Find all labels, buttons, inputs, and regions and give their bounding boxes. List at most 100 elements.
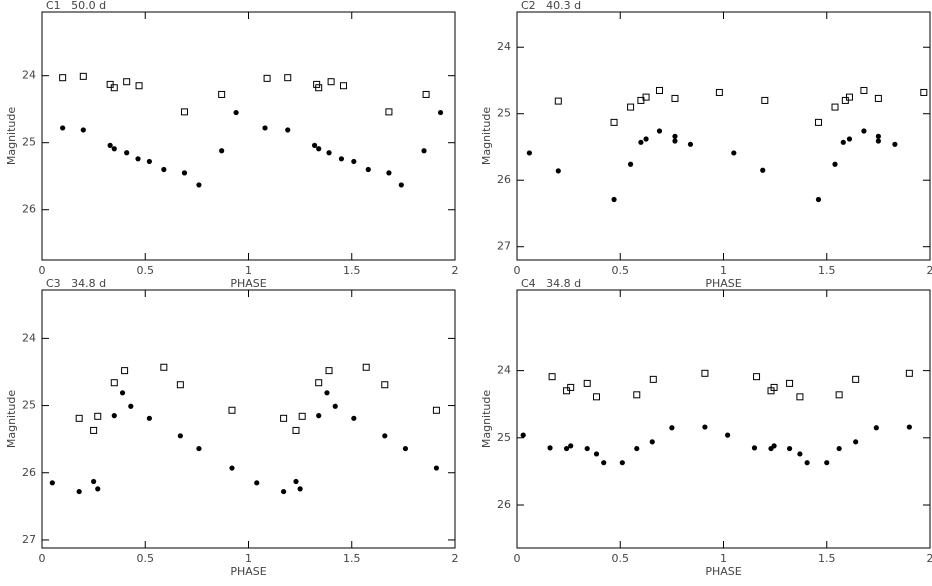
circle-point xyxy=(731,150,737,156)
circle-point xyxy=(146,415,152,421)
circle-point xyxy=(593,451,600,457)
square-point xyxy=(228,406,236,414)
circle-point xyxy=(386,170,392,176)
x-tick-label: 1.5 xyxy=(343,264,361,277)
y-tick-label: 27 xyxy=(497,240,511,253)
square-point xyxy=(835,391,843,399)
y-tick-label: 24 xyxy=(22,69,36,82)
x-tick-label: 2 xyxy=(927,264,932,277)
panel-title: C4 34.8 d xyxy=(521,277,581,290)
circle-point xyxy=(229,465,235,471)
square-point xyxy=(298,412,306,420)
circle-point xyxy=(804,460,810,466)
circle-point xyxy=(875,138,881,144)
circle-point xyxy=(161,166,167,173)
circle-point xyxy=(760,167,766,173)
x-axis-label: PHASE xyxy=(705,277,741,290)
circle-point xyxy=(786,445,793,452)
circle-point xyxy=(351,415,357,421)
panel-title: C2 40.3 d xyxy=(521,0,581,12)
y-tick-label: 27 xyxy=(22,533,36,546)
circle-point xyxy=(702,424,708,430)
square-point xyxy=(633,391,641,399)
square-point xyxy=(905,369,913,377)
circle-point xyxy=(233,109,239,116)
x-tick-label: 0 xyxy=(39,552,46,565)
y-tick-label: 25 xyxy=(497,431,511,444)
square-point xyxy=(753,373,761,381)
circle-point xyxy=(398,182,404,188)
x-tick-label: 2 xyxy=(927,552,932,565)
x-tick-label: 1 xyxy=(245,264,252,277)
circle-point xyxy=(181,170,188,176)
circle-point xyxy=(619,460,625,466)
square-point xyxy=(671,94,679,102)
square-point xyxy=(110,84,118,92)
square-point xyxy=(180,108,188,116)
circle-point xyxy=(433,465,440,471)
y-tick-label: 26 xyxy=(497,173,511,186)
panel: C4 34.8 d 0 0.5 1 1.5 2 24 25 26 PHASE Magnitude xyxy=(480,277,932,578)
circle-point xyxy=(311,142,318,148)
square-point xyxy=(796,393,804,401)
circle-point xyxy=(421,148,427,154)
square-point xyxy=(649,375,657,383)
circle-point xyxy=(649,439,655,445)
circle-point xyxy=(316,413,322,419)
y-tick-label: 24 xyxy=(497,40,511,53)
circle-point xyxy=(111,413,117,419)
panel-title: C3 34.8 d xyxy=(46,277,106,290)
circle-point xyxy=(797,451,803,457)
plot-frame xyxy=(41,11,456,261)
x-tick-label: 0.5 xyxy=(137,552,155,565)
square-point xyxy=(327,78,335,86)
square-point xyxy=(701,369,709,377)
square-point xyxy=(90,426,98,434)
square-point xyxy=(315,379,323,387)
square-point xyxy=(548,373,556,381)
square-point xyxy=(627,103,635,111)
circle-point xyxy=(836,445,842,452)
square-point xyxy=(761,96,769,104)
square-point xyxy=(432,406,440,414)
circle-point xyxy=(853,439,859,445)
square-point xyxy=(852,375,860,383)
circle-point xyxy=(815,196,822,203)
plot-frame xyxy=(516,289,931,549)
circle-point xyxy=(297,486,303,492)
circle-point xyxy=(771,443,777,449)
circle-point xyxy=(119,390,126,396)
y-tick-label: 24 xyxy=(22,331,36,344)
x-tick-label: 0 xyxy=(39,264,46,277)
x-tick-label: 0.5 xyxy=(137,264,155,277)
circle-point xyxy=(832,161,838,167)
square-point xyxy=(845,93,853,101)
y-tick-label: 26 xyxy=(22,466,36,479)
circle-point xyxy=(332,403,338,409)
square-point xyxy=(325,367,333,375)
circle-point xyxy=(437,109,444,116)
square-point xyxy=(110,379,118,387)
circle-point xyxy=(611,196,617,203)
y-tick-label: 26 xyxy=(22,203,36,216)
circle-point xyxy=(840,139,846,145)
x-tick-label: 0.5 xyxy=(612,552,630,565)
circle-point xyxy=(563,445,570,452)
circle-point xyxy=(584,445,590,452)
square-point xyxy=(292,426,300,434)
circle-point xyxy=(873,425,879,431)
circle-point xyxy=(526,150,532,156)
y-axis-label: Magnitude xyxy=(480,107,493,166)
x-tick-label: 1 xyxy=(245,552,252,565)
x-tick-label: 1.5 xyxy=(343,552,361,565)
circle-point xyxy=(634,445,640,452)
square-point xyxy=(874,94,882,102)
circle-point xyxy=(60,125,66,131)
square-point xyxy=(362,363,370,371)
square-point xyxy=(715,88,723,96)
y-axis-label: Magnitude xyxy=(480,390,493,449)
circle-point xyxy=(382,433,388,439)
square-point xyxy=(160,363,168,371)
square-point xyxy=(860,86,868,94)
